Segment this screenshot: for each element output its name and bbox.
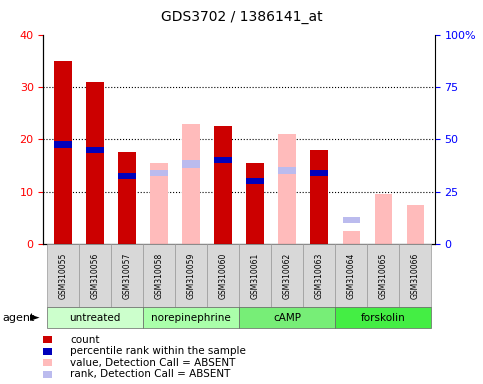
Bar	[214, 126, 232, 244]
Bar	[342, 231, 360, 244]
Text: GSM310058: GSM310058	[155, 252, 163, 299]
Bar	[86, 147, 103, 153]
FancyBboxPatch shape	[175, 244, 207, 307]
Text: GSM310062: GSM310062	[283, 252, 292, 299]
Text: cAMP: cAMP	[273, 313, 301, 323]
Text: percentile rank within the sample: percentile rank within the sample	[70, 346, 246, 356]
Text: forskolin: forskolin	[361, 313, 406, 323]
Text: untreated: untreated	[69, 313, 120, 323]
Bar	[278, 134, 296, 244]
Bar	[150, 163, 168, 244]
FancyBboxPatch shape	[303, 244, 335, 307]
FancyBboxPatch shape	[47, 244, 79, 307]
FancyBboxPatch shape	[239, 307, 335, 328]
Bar	[342, 217, 360, 223]
Text: GSM310061: GSM310061	[251, 252, 260, 299]
Text: GDS3702 / 1386141_at: GDS3702 / 1386141_at	[161, 10, 322, 23]
Bar	[375, 194, 392, 244]
Text: ►: ►	[30, 311, 40, 324]
Text: GSM310064: GSM310064	[347, 252, 356, 299]
Text: count: count	[70, 335, 99, 345]
Text: agent: agent	[2, 313, 35, 323]
FancyBboxPatch shape	[47, 307, 143, 328]
Bar	[246, 178, 264, 184]
Bar	[182, 124, 200, 244]
FancyBboxPatch shape	[271, 244, 303, 307]
Text: GSM310060: GSM310060	[218, 252, 227, 299]
Text: GSM310059: GSM310059	[186, 252, 196, 299]
Bar	[214, 157, 232, 163]
Bar	[118, 152, 136, 244]
Bar	[118, 173, 136, 179]
FancyBboxPatch shape	[207, 244, 239, 307]
Bar	[278, 167, 296, 174]
FancyBboxPatch shape	[79, 244, 111, 307]
Text: GSM310055: GSM310055	[58, 252, 67, 299]
Bar	[150, 170, 168, 176]
FancyBboxPatch shape	[335, 307, 431, 328]
Bar	[54, 141, 71, 147]
FancyBboxPatch shape	[111, 244, 143, 307]
Bar	[182, 162, 200, 169]
Bar	[407, 205, 424, 244]
FancyBboxPatch shape	[399, 244, 431, 307]
Bar	[311, 170, 328, 176]
FancyBboxPatch shape	[368, 244, 399, 307]
Text: rank, Detection Call = ABSENT: rank, Detection Call = ABSENT	[70, 369, 230, 379]
Text: GSM310056: GSM310056	[90, 252, 99, 299]
Text: GSM310066: GSM310066	[411, 252, 420, 299]
Bar	[54, 61, 71, 244]
Bar	[246, 163, 264, 244]
Text: GSM310057: GSM310057	[122, 252, 131, 299]
FancyBboxPatch shape	[335, 244, 368, 307]
FancyBboxPatch shape	[239, 244, 271, 307]
Bar	[86, 82, 103, 244]
Bar	[311, 150, 328, 244]
Text: value, Detection Call = ABSENT: value, Detection Call = ABSENT	[70, 358, 235, 368]
FancyBboxPatch shape	[143, 307, 239, 328]
Text: norepinephrine: norepinephrine	[151, 313, 231, 323]
Text: GSM310065: GSM310065	[379, 252, 388, 299]
Text: GSM310063: GSM310063	[315, 252, 324, 299]
FancyBboxPatch shape	[143, 244, 175, 307]
Bar	[182, 160, 200, 166]
